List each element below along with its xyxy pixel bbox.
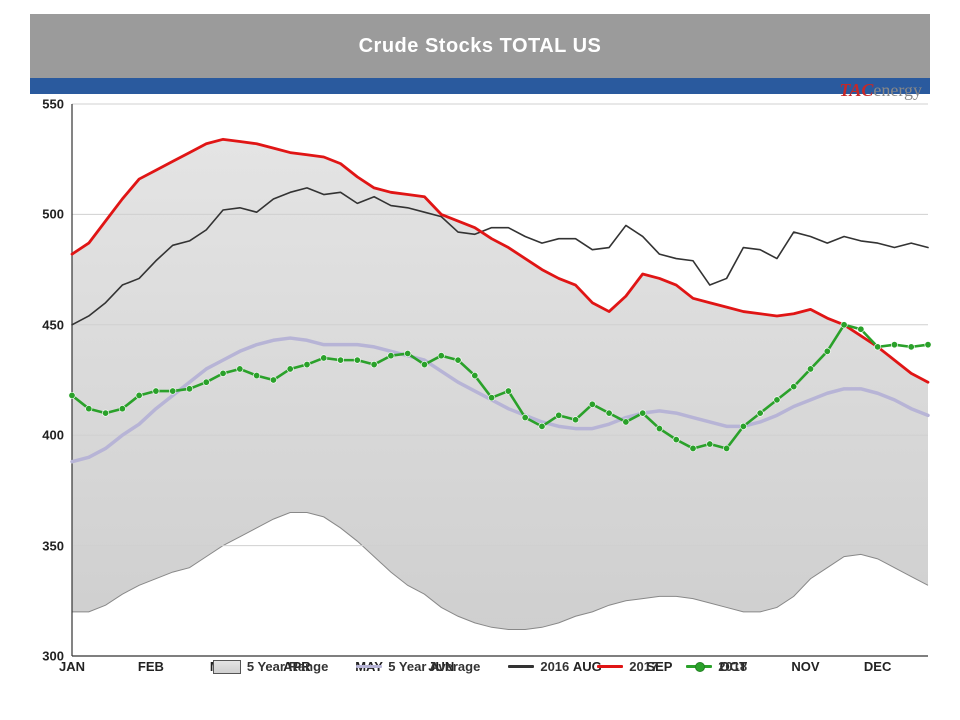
title-band: Crude Stocks TOTAL US xyxy=(30,14,930,78)
series-y2018-marker xyxy=(908,344,914,350)
series-y2018-marker xyxy=(488,394,494,400)
series-y2018-marker xyxy=(203,379,209,385)
series-y2018-marker xyxy=(69,392,75,398)
series-y2018-marker xyxy=(321,355,327,361)
series-y2018-marker xyxy=(673,436,679,442)
series-y2018-marker xyxy=(86,406,92,412)
series-y2018-marker xyxy=(807,366,813,372)
legend-swatch-line xyxy=(508,665,534,668)
accent-band xyxy=(30,78,930,94)
series-y2018-marker xyxy=(421,361,427,367)
series-y2018-marker xyxy=(656,425,662,431)
legend-swatch-line xyxy=(356,665,382,668)
series-y2018-marker xyxy=(572,417,578,423)
legend-item-avg: 5 Year Average xyxy=(356,659,480,674)
series-y2018-marker xyxy=(136,392,142,398)
series-y2018-marker xyxy=(891,341,897,347)
legend-label: 2016 xyxy=(540,659,569,674)
legend-swatch-line xyxy=(597,665,623,668)
chart-title: Crude Stocks TOTAL US xyxy=(359,35,602,58)
plot-svg xyxy=(30,96,932,686)
legend-label: 5 Year Average xyxy=(388,659,480,674)
series-y2018-marker xyxy=(237,366,243,372)
legend-label: 5 Year Range xyxy=(247,659,328,674)
plot-area: 300350400450500550 JANFEBMARAPRMAYJUNAUG… xyxy=(30,96,930,700)
series-y2018-marker xyxy=(270,377,276,383)
series-y2018-marker xyxy=(707,441,713,447)
legend-item-y2018: 2018 xyxy=(686,659,747,674)
series-y2018-marker xyxy=(220,370,226,376)
legend-item-y2017: 2017 xyxy=(597,659,658,674)
legend-swatch-line xyxy=(686,665,712,668)
series-y2018-marker xyxy=(639,410,645,416)
series-y2018-marker xyxy=(757,410,763,416)
series-y2018-marker xyxy=(505,388,511,394)
series-y2018-marker xyxy=(304,361,310,367)
series-y2018-marker xyxy=(438,353,444,359)
series-y2018-marker xyxy=(740,423,746,429)
series-y2018-marker xyxy=(170,388,176,394)
series-y2018-marker xyxy=(874,344,880,350)
series-y2018-marker xyxy=(723,445,729,451)
legend-swatch-area xyxy=(213,660,241,674)
series-y2018-marker xyxy=(186,386,192,392)
legend-item-y2016: 2016 xyxy=(508,659,569,674)
series-y2018-marker xyxy=(690,445,696,451)
series-y2018-marker xyxy=(774,397,780,403)
series-y2018-marker xyxy=(858,326,864,332)
series-y2018-marker xyxy=(841,322,847,328)
series-y2018-marker xyxy=(556,412,562,418)
series-y2018-marker xyxy=(354,357,360,363)
series-y2018-marker xyxy=(925,341,931,347)
series-y2018-marker xyxy=(153,388,159,394)
legend-label: 2017 xyxy=(629,659,658,674)
series-y2018-marker xyxy=(606,410,612,416)
legend-label: 2018 xyxy=(718,659,747,674)
series-y2018-marker xyxy=(791,383,797,389)
series-y2018-marker xyxy=(337,357,343,363)
series-y2018-marker xyxy=(455,357,461,363)
series-y2018-marker xyxy=(472,372,478,378)
series-y2018-marker xyxy=(253,372,259,378)
series-y2018-marker xyxy=(824,348,830,354)
legend-item-range: 5 Year Range xyxy=(213,659,328,674)
series-y2018-marker xyxy=(539,423,545,429)
series-y2018-marker xyxy=(589,401,595,407)
series-y2018-marker xyxy=(522,414,528,420)
series-y2018-marker xyxy=(102,410,108,416)
series-y2018-marker xyxy=(623,419,629,425)
series-y2018-marker xyxy=(119,406,125,412)
legend: 5 Year Range 5 Year Average 2016 2017 2018 xyxy=(30,659,930,674)
series-y2018-marker xyxy=(371,361,377,367)
series-y2018-marker xyxy=(388,353,394,359)
chart-frame: Crude Stocks TOTAL US TACenergy 30035040… xyxy=(0,0,960,720)
series-y2018-marker xyxy=(287,366,293,372)
series-y2018-marker xyxy=(404,350,410,356)
